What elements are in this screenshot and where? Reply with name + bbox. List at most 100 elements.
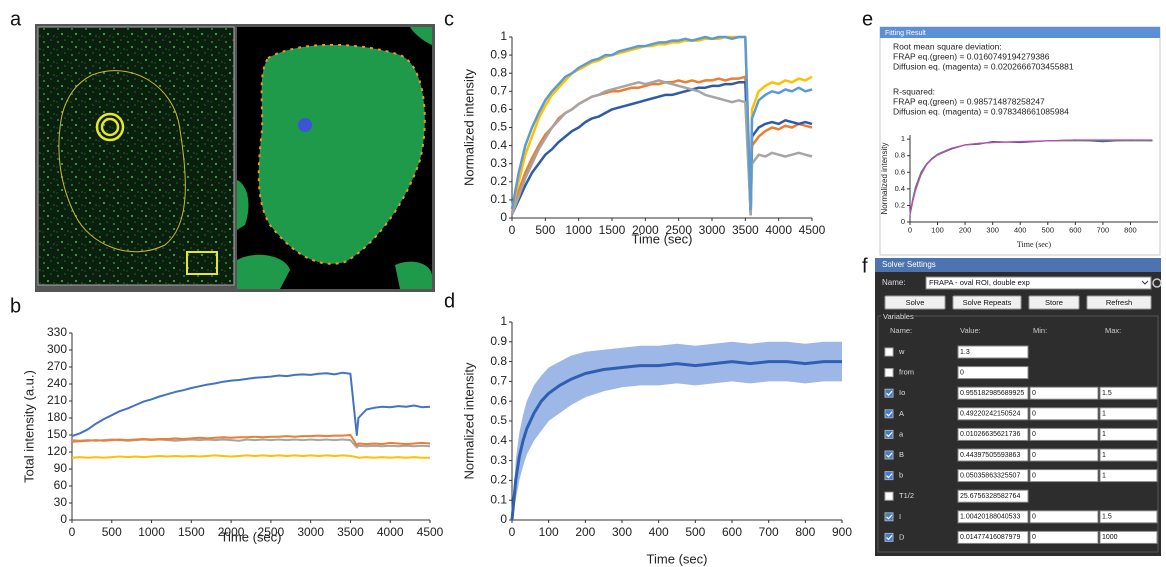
chart: 0 500 1000 1500 2000 2500 3000 3500 4000 4500 0 30 6… — [21, 325, 443, 544]
input-box[interactable] — [1029, 448, 1099, 462]
y-tick-label: 0.8 — [490, 65, 507, 79]
checkbox[interactable] — [884, 450, 894, 460]
button[interactable] — [1028, 295, 1080, 310]
checkbox[interactable] — [884, 368, 894, 378]
input-box[interactable] — [957, 386, 1029, 400]
y-tick-label: 120 — [47, 444, 67, 458]
result-line: R-squared: — [893, 86, 935, 96]
result-line: FRAP eq.(green) = 0.985714878258247 — [893, 96, 1045, 106]
y-tick-label: 0.2 — [490, 473, 507, 487]
input-box[interactable] — [957, 530, 1029, 544]
x-tick-label: 0 — [509, 525, 516, 539]
input-box[interactable] — [957, 427, 1029, 441]
y-tick-label: 0 — [901, 217, 905, 226]
y-tick-label: 0.2 — [895, 200, 905, 209]
checkbox[interactable] — [884, 347, 894, 357]
checkbox[interactable] — [884, 409, 894, 419]
y-axis-label: Normalized intensity — [880, 142, 889, 214]
x-tick-label: 4000 — [377, 525, 404, 539]
series-line — [71, 434, 431, 447]
x-tick-label: 2500 — [665, 223, 692, 237]
input-box[interactable] — [957, 448, 1029, 462]
y-tick-label: 0 — [60, 512, 67, 526]
y-axis-label: Normalized intensity — [461, 362, 476, 480]
input-box[interactable] — [957, 510, 1029, 524]
checkbox[interactable] — [884, 388, 894, 398]
checkbox[interactable] — [884, 491, 894, 501]
checkbox[interactable] — [884, 512, 894, 522]
y-tick-label: 0.3 — [490, 453, 507, 467]
button[interactable] — [1086, 295, 1152, 310]
panel-label: b — [10, 295, 21, 317]
variable-name: A — [899, 409, 904, 418]
input-box[interactable] — [1099, 510, 1158, 524]
y-tick-label: 0.7 — [490, 374, 507, 388]
x-tick-label: 200 — [575, 525, 595, 539]
input-box[interactable] — [1029, 530, 1099, 544]
x-tick-label: 4500 — [799, 223, 826, 237]
chart: 0 100 200 300 400 500 600 700 800 0 0.2 0.4 0.6 0.8 1 T… — [880, 134, 1158, 249]
checkbox[interactable] — [884, 532, 894, 542]
panel-label: f — [862, 255, 868, 277]
input-box[interactable] — [957, 345, 1029, 359]
name-label: Name: — [882, 278, 906, 287]
y-tick-label: 0 — [500, 512, 507, 526]
input-box[interactable] — [1099, 530, 1158, 544]
input-value: 1.5 — [1102, 514, 1112, 521]
dropdown[interactable] — [925, 276, 1152, 290]
y-tick-label: 0.4 — [490, 433, 507, 447]
input-box[interactable] — [1029, 427, 1099, 441]
settings-icon[interactable] — [1152, 278, 1162, 288]
roi-circle — [95, 112, 125, 142]
y-tick-label: 1 — [901, 134, 905, 143]
input-box[interactable] — [1029, 407, 1099, 421]
series-line — [909, 139, 1153, 216]
input-box[interactable] — [1029, 469, 1099, 483]
input-value: 0 — [960, 369, 964, 376]
input-box[interactable] — [957, 366, 1029, 380]
input-box[interactable] — [1029, 510, 1099, 524]
x-tick-label: 3500 — [337, 525, 364, 539]
input-box[interactable] — [1099, 448, 1158, 462]
y-tick-label: 1 — [500, 29, 507, 43]
dropdown-value: FRAPA - oval ROI, double exp — [929, 278, 1030, 287]
fitting-result-window: Fitting Result — [879, 26, 1161, 256]
x-tick-label: 500 — [1042, 226, 1055, 235]
x-tick-label: 2000 — [632, 223, 659, 237]
chart: 0 500 1000 1500 2000 2500 3000 3500 4000 4500 0 0.1… — [461, 29, 825, 246]
input-box[interactable] — [1029, 386, 1099, 400]
variable-name: I — [899, 512, 901, 521]
x-tick-label: 400 — [1014, 226, 1027, 235]
y-tick-label: 0.1 — [490, 192, 507, 206]
input-box[interactable] — [1099, 427, 1158, 441]
y-axis-label: Total intensity (a.u.) — [21, 370, 36, 483]
variable-name: w — [898, 347, 905, 356]
input-box[interactable] — [1099, 469, 1158, 483]
y-tick-label: 0.6 — [490, 102, 507, 116]
checkbox[interactable] — [884, 429, 894, 439]
x-axis-label: Time (sec) — [221, 529, 282, 544]
input-box[interactable] — [957, 407, 1029, 421]
check-mark — [886, 390, 893, 397]
variable-name: from — [899, 368, 914, 377]
title-bar — [880, 27, 1160, 38]
bleach-spot — [298, 118, 312, 132]
input-box[interactable] — [1099, 407, 1158, 421]
group-label-bg — [881, 312, 913, 321]
check-mark — [886, 535, 893, 541]
input-box[interactable] — [957, 469, 1029, 483]
button[interactable] — [884, 295, 946, 310]
y-tick-label: 1 — [500, 314, 507, 328]
input-value: 0.01477416087979 — [960, 534, 1020, 541]
input-box[interactable] — [957, 489, 1029, 503]
y-tick-label: 270 — [47, 359, 67, 373]
input-value: 0 — [1032, 514, 1036, 521]
cell-outline — [58, 70, 186, 253]
checkbox[interactable] — [884, 471, 894, 481]
button[interactable] — [952, 295, 1022, 310]
check-mark — [886, 452, 893, 458]
x-tick-label: 700 — [1097, 226, 1110, 235]
panel-label: e — [862, 8, 873, 30]
button-label: Refresh — [1106, 298, 1132, 307]
input-box[interactable] — [1099, 386, 1158, 400]
